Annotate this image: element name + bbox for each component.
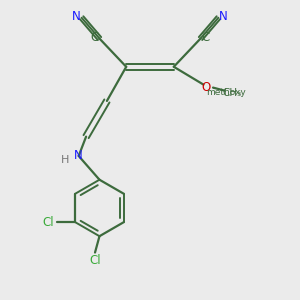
Text: N: N — [72, 10, 81, 23]
Text: C: C — [90, 31, 98, 44]
Text: O: O — [202, 81, 211, 94]
Text: N: N — [74, 149, 83, 162]
Text: H: H — [61, 155, 69, 165]
Text: N: N — [219, 10, 228, 23]
Text: Cl: Cl — [89, 254, 101, 267]
Text: methoxy: methoxy — [213, 88, 219, 89]
Text: Cl: Cl — [43, 216, 54, 229]
Text: CH₃: CH₃ — [222, 88, 242, 98]
Text: C: C — [202, 31, 210, 44]
Text: methoxy: methoxy — [206, 88, 246, 97]
